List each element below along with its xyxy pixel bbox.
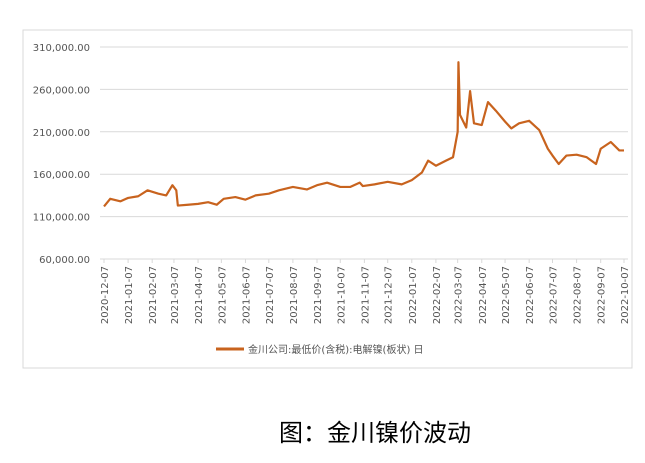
x-tick-label: 2021-06-07 xyxy=(241,266,252,324)
x-tick-label: 2021-05-07 xyxy=(217,266,228,324)
x-tick-label: 2021-03-07 xyxy=(170,266,181,324)
x-tick-label: 2022-04-07 xyxy=(478,266,489,324)
x-tick-label: 2021-11-07 xyxy=(360,266,371,324)
x-tick-label: 2020-12-07 xyxy=(100,266,111,324)
y-tick-label: 110,000.00 xyxy=(33,213,90,224)
x-tick-label: 2022-10-07 xyxy=(620,266,631,324)
x-tick-label: 2022-03-07 xyxy=(454,266,465,324)
x-tick-label: 2021-10-07 xyxy=(336,266,347,324)
x-tick-label: 2022-08-07 xyxy=(573,266,584,324)
x-tick-label: 2021-07-07 xyxy=(265,266,276,324)
y-tick-label: 60,000.00 xyxy=(39,255,90,266)
x-tick-label: 2021-08-07 xyxy=(289,266,300,324)
caption: 图：金川镍价波动 xyxy=(279,419,471,447)
y-tick-label: 310,000.00 xyxy=(33,43,90,54)
line-series xyxy=(103,61,624,208)
x-tick-label: 2021-02-07 xyxy=(148,266,159,324)
legend-label: 金川公司:最低价(含税):电解镍(板状) 日 xyxy=(248,343,424,356)
y-tick-label: 210,000.00 xyxy=(33,128,90,139)
x-tick-label: 2022-01-07 xyxy=(408,266,419,324)
x-tick-label: 2022-05-07 xyxy=(501,266,512,324)
x-tick-label: 2021-01-07 xyxy=(124,266,135,324)
y-tick-label: 260,000.00 xyxy=(33,85,90,96)
x-tick-label: 2022-09-07 xyxy=(597,266,608,324)
x-tick-label: 2022-07-07 xyxy=(548,266,559,324)
x-tick-label: 2021-12-07 xyxy=(384,266,395,324)
x-tick-label: 2022-06-07 xyxy=(525,266,536,324)
x-tick-label: 2022-02-07 xyxy=(432,266,443,324)
y-tick-label: 160,000.00 xyxy=(33,170,90,181)
x-tick-label: 2021-09-07 xyxy=(313,266,324,324)
x-tick-label: 2021-04-07 xyxy=(194,266,205,324)
